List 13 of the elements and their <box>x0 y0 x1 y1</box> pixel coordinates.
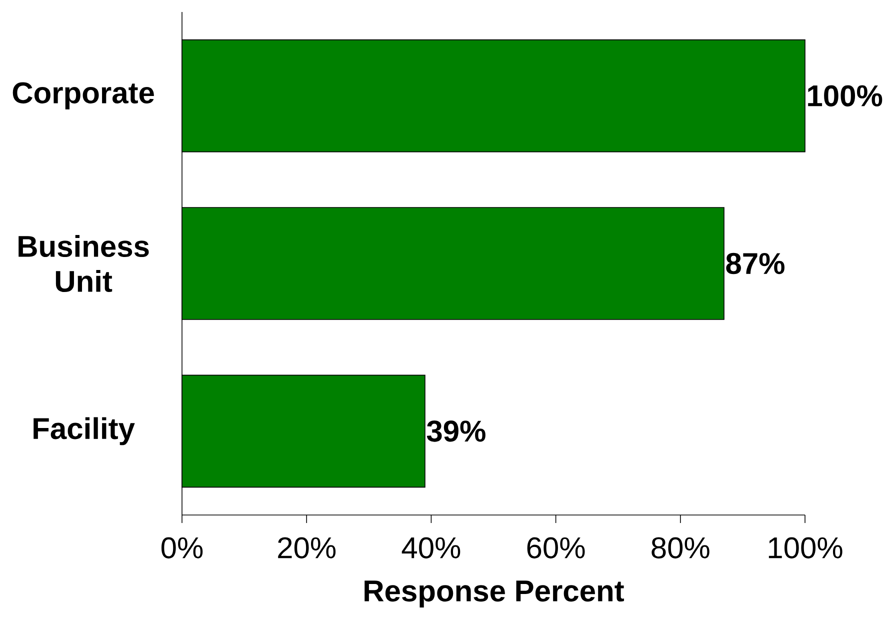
x-tick-label: 100% <box>768 537 842 558</box>
x-tick-label: 20% <box>278 537 336 558</box>
data-label: 100% <box>808 85 882 106</box>
x-tick-label: 60% <box>527 537 585 558</box>
data-label: 39% <box>426 420 486 442</box>
x-tick-label: 80% <box>652 537 710 558</box>
y-tick-label: Business Unit <box>18 234 149 292</box>
x-tick-label: 0% <box>161 537 203 558</box>
x-axis-title: Response Percent <box>364 580 624 608</box>
y-tick-label: Facility <box>34 417 135 446</box>
y-tick-label: Corporate <box>12 82 154 110</box>
x-tick-label: 40% <box>402 537 460 558</box>
data-label: 87% <box>726 252 784 274</box>
